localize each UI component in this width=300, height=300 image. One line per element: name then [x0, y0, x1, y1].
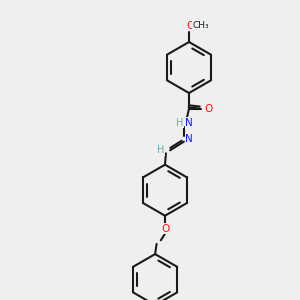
Text: N: N [185, 118, 193, 128]
Text: O: O [205, 103, 213, 114]
Text: CH₃: CH₃ [192, 21, 209, 30]
Text: O: O [186, 21, 194, 31]
Text: O: O [161, 224, 169, 234]
Text: N: N [185, 134, 193, 144]
Text: H: H [176, 118, 184, 128]
Text: H: H [157, 145, 164, 155]
